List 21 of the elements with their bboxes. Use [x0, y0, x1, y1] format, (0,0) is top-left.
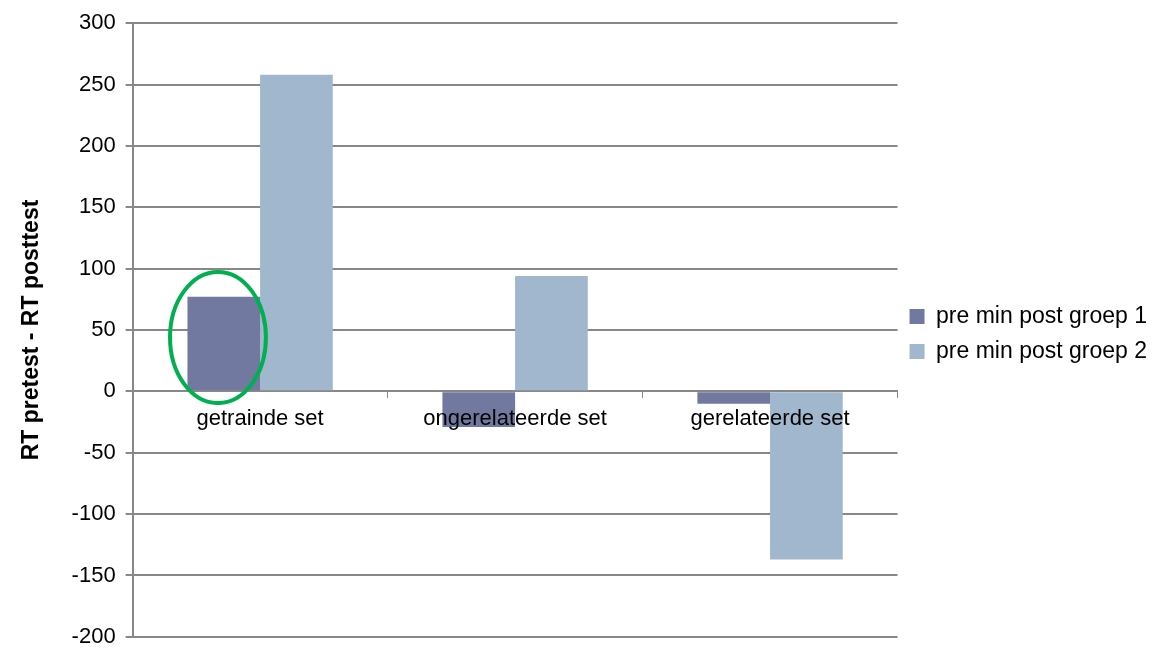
- y-tick-label: 0: [103, 377, 116, 403]
- x-tick-label: ongerelateerde set: [423, 404, 607, 430]
- x-tick-label: getrainde set: [196, 404, 324, 430]
- legend-label: pre min post groep 1: [936, 301, 1147, 328]
- y-tick-label: 50: [91, 316, 116, 342]
- y-tick-label: 150: [78, 193, 116, 219]
- y-tick-label: -50: [83, 438, 116, 464]
- y-tick-label: 250: [78, 70, 116, 96]
- y-tick-label: 200: [78, 131, 116, 157]
- x-tick-label: gerelateerde set: [690, 404, 850, 430]
- legend-label: pre min post groep 2: [936, 336, 1147, 363]
- y-axis-title: RT pretest - RT posttest: [17, 199, 44, 461]
- y-tick-label: -200: [71, 622, 116, 648]
- bar: [260, 74, 333, 391]
- y-tick-label: -100: [71, 500, 116, 526]
- bar: [697, 392, 771, 404]
- bar: [187, 296, 261, 391]
- y-tick-label: 100: [78, 254, 116, 280]
- bar: [515, 276, 588, 391]
- y-tick-label: 300: [78, 9, 116, 35]
- y-tick-label: -150: [71, 561, 116, 587]
